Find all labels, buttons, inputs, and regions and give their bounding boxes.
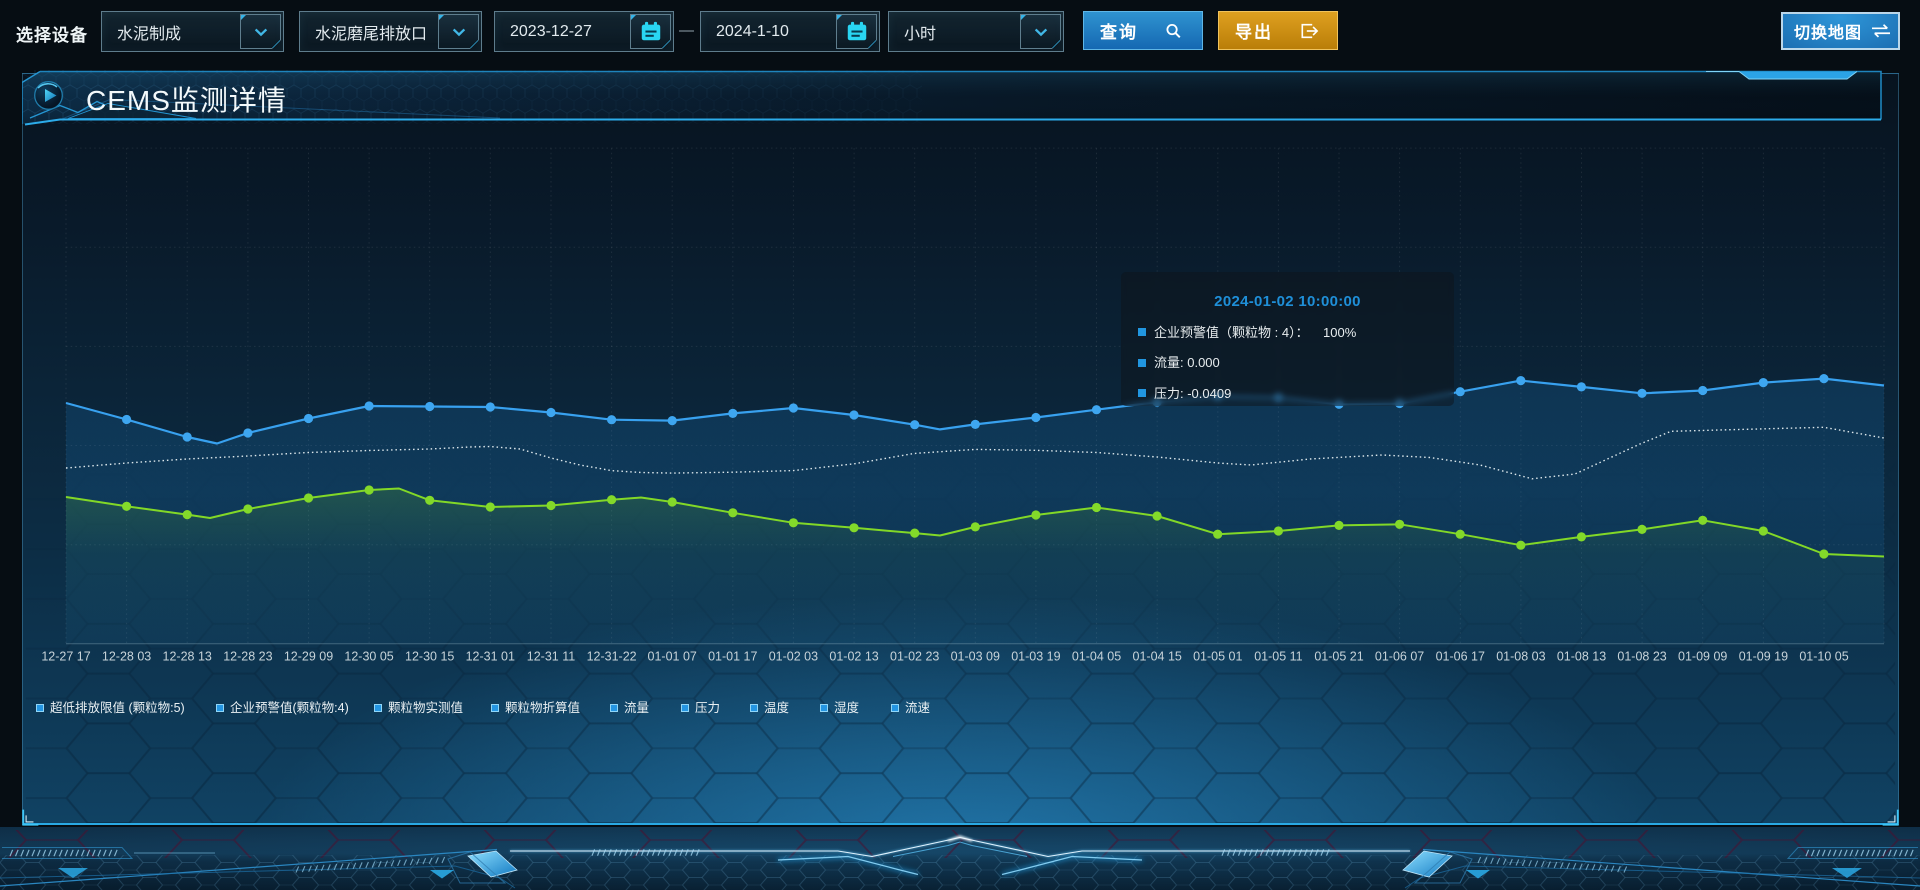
svg-text:01-01 17: 01-01 17 [708, 650, 757, 664]
svg-text:01-05 11: 01-05 11 [1254, 650, 1302, 664]
svg-text:01-03 19: 01-03 19 [1011, 650, 1060, 664]
svg-text:01-01 07: 01-01 07 [648, 650, 697, 664]
svg-text:12-28 13: 12-28 13 [163, 650, 212, 664]
svg-text:01-06 07: 01-06 07 [1375, 650, 1424, 664]
svg-text:01-05 01: 01-05 01 [1193, 650, 1242, 664]
svg-text:01-04 05: 01-04 05 [1072, 650, 1121, 664]
svg-text:01-03 09: 01-03 09 [951, 650, 1000, 664]
svg-text:12-31-22: 12-31-22 [587, 650, 637, 664]
svg-text:01-06 17: 01-06 17 [1436, 650, 1485, 664]
svg-text:12-30 15: 12-30 15 [405, 650, 454, 664]
svg-text:12-31 11: 12-31 11 [527, 650, 575, 664]
svg-text:01-10 05: 01-10 05 [1799, 650, 1848, 664]
svg-text:01-09 09: 01-09 09 [1678, 650, 1727, 664]
svg-text:12-28 03: 12-28 03 [102, 650, 151, 664]
svg-text:01-08 23: 01-08 23 [1617, 650, 1666, 664]
svg-text:01-04 15: 01-04 15 [1133, 650, 1182, 664]
svg-text:12-29 09: 12-29 09 [284, 650, 333, 664]
svg-text:01-05 21: 01-05 21 [1314, 650, 1363, 664]
svg-text:01-08 13: 01-08 13 [1557, 650, 1606, 664]
svg-text:12-27 17: 12-27 17 [41, 650, 90, 664]
svg-text:01-08 03: 01-08 03 [1496, 650, 1545, 664]
svg-text:01-02 23: 01-02 23 [890, 650, 939, 664]
svg-text:01-09 19: 01-09 19 [1739, 650, 1788, 664]
svg-text:12-31 01: 12-31 01 [466, 650, 515, 664]
svg-text:01-02 13: 01-02 13 [829, 650, 878, 664]
svg-text:12-30 05: 12-30 05 [344, 650, 393, 664]
svg-text:01-02 03: 01-02 03 [769, 650, 818, 664]
svg-text:12-28 23: 12-28 23 [223, 650, 272, 664]
